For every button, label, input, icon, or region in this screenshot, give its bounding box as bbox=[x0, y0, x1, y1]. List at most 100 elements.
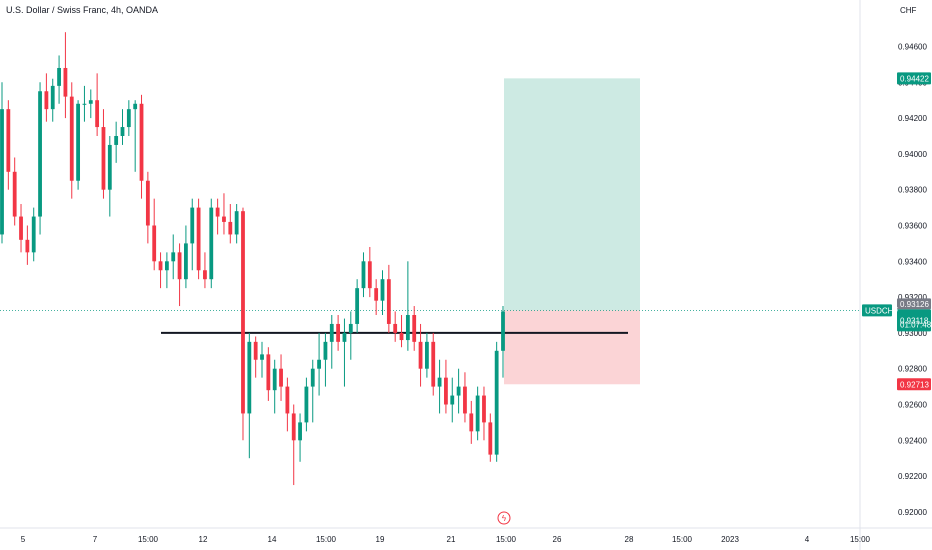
x-tick-label: 5 bbox=[21, 535, 26, 544]
candle-body bbox=[323, 341, 328, 360]
y-tick-label: 0.93400 bbox=[898, 257, 927, 266]
x-tick-label: 15:00 bbox=[138, 535, 159, 544]
x-tick-label: 15:00 bbox=[672, 535, 693, 544]
countdown-text: 01:07:48 bbox=[900, 320, 932, 329]
candle-body bbox=[158, 261, 163, 271]
candle-body bbox=[418, 341, 423, 369]
y-tick-label: 0.93600 bbox=[898, 222, 927, 231]
candle-body bbox=[241, 211, 245, 414]
candle-body bbox=[19, 216, 23, 240]
stop-price-tag-text: 0.92713 bbox=[900, 380, 929, 389]
candle-body bbox=[393, 323, 398, 333]
candle-body bbox=[285, 386, 290, 414]
candle-body bbox=[437, 377, 442, 387]
candle-body bbox=[76, 103, 81, 181]
candle-body bbox=[298, 422, 302, 441]
candle-body bbox=[114, 136, 119, 145]
candle-body bbox=[405, 315, 410, 341]
candle-body bbox=[431, 341, 436, 387]
candle-body bbox=[38, 91, 42, 217]
candle-body bbox=[304, 386, 309, 423]
target-price-tag-text: 0.94422 bbox=[900, 74, 929, 83]
candle-body bbox=[209, 207, 214, 280]
candle-body bbox=[450, 395, 455, 405]
symbol-tag bbox=[862, 304, 892, 317]
candle-body bbox=[342, 332, 347, 342]
x-tick-label: 21 bbox=[447, 535, 456, 544]
candle-body bbox=[31, 216, 36, 253]
candle-body bbox=[494, 350, 499, 455]
candle-body bbox=[456, 386, 461, 396]
y-tick-label: 0.92400 bbox=[898, 436, 927, 445]
stop-zone bbox=[504, 310, 640, 385]
chart-title: U.S. Dollar / Swiss Franc, 4h, OANDA bbox=[6, 5, 159, 15]
candle-body bbox=[190, 207, 195, 244]
candle-body bbox=[171, 252, 176, 262]
candle-body bbox=[329, 323, 334, 342]
candle-body bbox=[101, 127, 106, 190]
y-tick-label: 0.92600 bbox=[898, 401, 927, 410]
candle-body bbox=[475, 395, 480, 432]
target-price-tag bbox=[897, 72, 931, 85]
x-tick-label: 19 bbox=[376, 535, 385, 544]
candle-body bbox=[424, 341, 429, 369]
candle-body bbox=[488, 422, 493, 455]
candle-body bbox=[196, 207, 201, 271]
candle-body bbox=[164, 261, 169, 271]
candle-body bbox=[177, 252, 182, 280]
candle-body bbox=[374, 288, 379, 301]
candle-body bbox=[469, 413, 474, 432]
candle-body bbox=[380, 279, 385, 301]
y-tick-label: 0.92000 bbox=[898, 508, 927, 517]
candle-body bbox=[145, 180, 150, 226]
candle-body bbox=[69, 96, 74, 181]
candle-body bbox=[6, 109, 11, 172]
entry-price-tag bbox=[897, 298, 931, 310]
y-tick-label: 0.92200 bbox=[898, 472, 927, 481]
candle-body bbox=[95, 100, 100, 128]
candle-body bbox=[386, 279, 391, 324]
candle-body bbox=[266, 354, 271, 391]
candle-body bbox=[120, 127, 125, 136]
symbol-tag-text: USDCHF bbox=[865, 306, 898, 315]
candle-body bbox=[348, 323, 353, 333]
y-tick-label: 0.94200 bbox=[898, 114, 927, 123]
y-tick-label: 0.93000 bbox=[898, 329, 927, 338]
candle-body bbox=[222, 216, 226, 222]
candle-body bbox=[139, 103, 144, 181]
last-price-tag-text: 0.93118 bbox=[900, 316, 929, 325]
candle-body bbox=[133, 103, 138, 110]
target-zone bbox=[504, 78, 640, 311]
candle-body bbox=[126, 109, 131, 128]
candle-body bbox=[63, 67, 68, 97]
currency-label: CHF bbox=[900, 6, 917, 15]
candle-body bbox=[253, 341, 258, 360]
x-tick-label: 15:00 bbox=[850, 535, 871, 544]
candle-body bbox=[203, 270, 207, 280]
candle-body bbox=[82, 103, 87, 105]
candle-body bbox=[463, 386, 467, 414]
candle-body bbox=[444, 377, 448, 405]
stop-price-tag bbox=[897, 378, 931, 391]
candle-body bbox=[184, 243, 188, 280]
candle-body bbox=[44, 91, 49, 110]
candle-body bbox=[399, 332, 404, 341]
candle-body bbox=[215, 207, 220, 217]
candle-body bbox=[355, 288, 360, 324]
candle-body bbox=[336, 323, 341, 342]
candle-body bbox=[361, 261, 366, 289]
candle-body bbox=[50, 85, 55, 110]
y-tick-label: 0.93200 bbox=[898, 293, 927, 302]
candle-body bbox=[412, 315, 417, 342]
y-tick-label: 0.94000 bbox=[898, 150, 927, 159]
candle-body bbox=[25, 239, 30, 253]
x-tick-label: 4 bbox=[805, 535, 810, 544]
y-tick-label: 0.94600 bbox=[898, 43, 927, 52]
candle-body bbox=[501, 311, 505, 351]
event-icon: ϟ bbox=[502, 514, 507, 523]
candle-body bbox=[279, 368, 283, 387]
event-icon bbox=[497, 511, 511, 525]
candle-body bbox=[482, 395, 486, 423]
candle-body bbox=[317, 359, 321, 369]
